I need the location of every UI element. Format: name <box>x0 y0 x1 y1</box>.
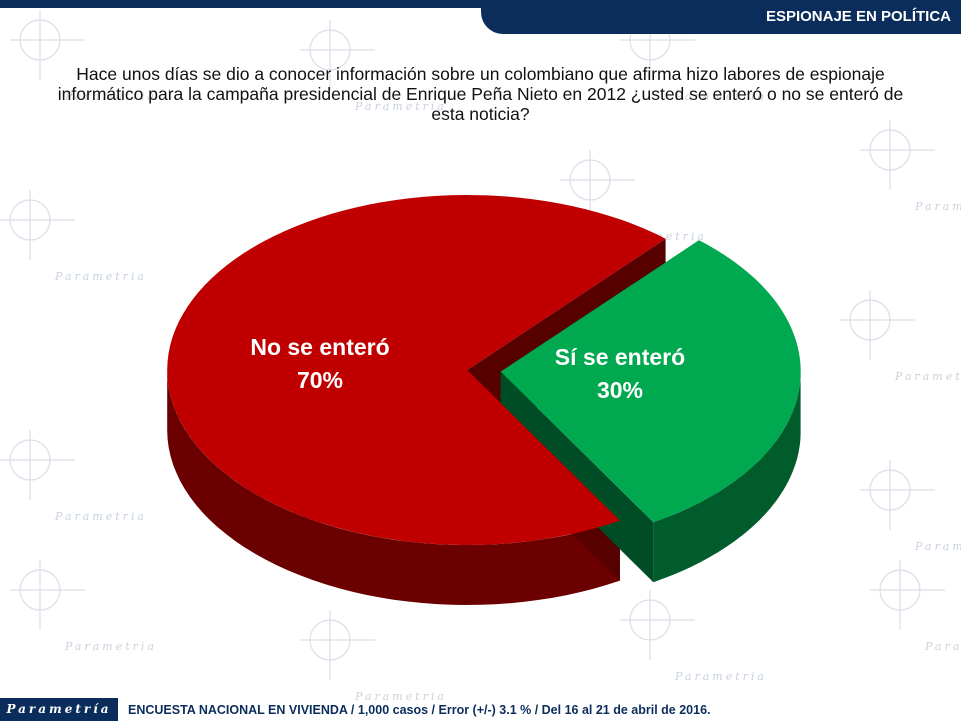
header-bar <box>0 0 961 8</box>
watermark-brand-text: Parametria <box>894 370 961 383</box>
pie-slice-0 <box>167 194 666 545</box>
pie-label-0: No se enteró <box>250 334 389 360</box>
footer-source-note: ENCUESTA NACIONAL EN VIVIENDA / 1,000 ca… <box>128 703 711 717</box>
watermark-brand-text: Parametria <box>354 100 447 113</box>
pie-slice-1 <box>500 240 801 523</box>
pie-slice-side-0 <box>167 370 620 605</box>
pie-slice-side-1 <box>653 369 801 583</box>
section-title: ESPIONAJE EN POLÍTICA <box>481 0 961 34</box>
footer: Parametría ENCUESTA NACIONAL EN VIVIENDA… <box>0 698 961 721</box>
watermark-brand-text: Parametria <box>914 540 961 553</box>
watermark-brand-text: Parametria <box>64 640 157 653</box>
pie-slice-edge-1-1 <box>500 371 654 583</box>
footer-brand-logo: Parametría <box>0 698 118 721</box>
watermark-brand-text: Parametria <box>674 670 767 683</box>
pie-label-1: Sí se enteró <box>555 344 685 370</box>
watermark-brand-text: Parametria <box>924 640 961 653</box>
pie-value-label-0: 70% <box>297 367 343 393</box>
watermark-brand-text: Parametria <box>54 270 147 283</box>
watermark-brand-text: Parametria <box>674 90 767 103</box>
survey-question: Hace unos días se dio a conocer informac… <box>57 64 904 124</box>
pie-value-label-1: 30% <box>597 377 643 403</box>
watermark-brand-text: Parametria <box>64 90 157 103</box>
watermark-brand-text: Parametria <box>914 200 961 213</box>
watermark-brand-text: Parametria <box>354 690 447 703</box>
watermark-brand-text: Parametria <box>54 510 147 523</box>
